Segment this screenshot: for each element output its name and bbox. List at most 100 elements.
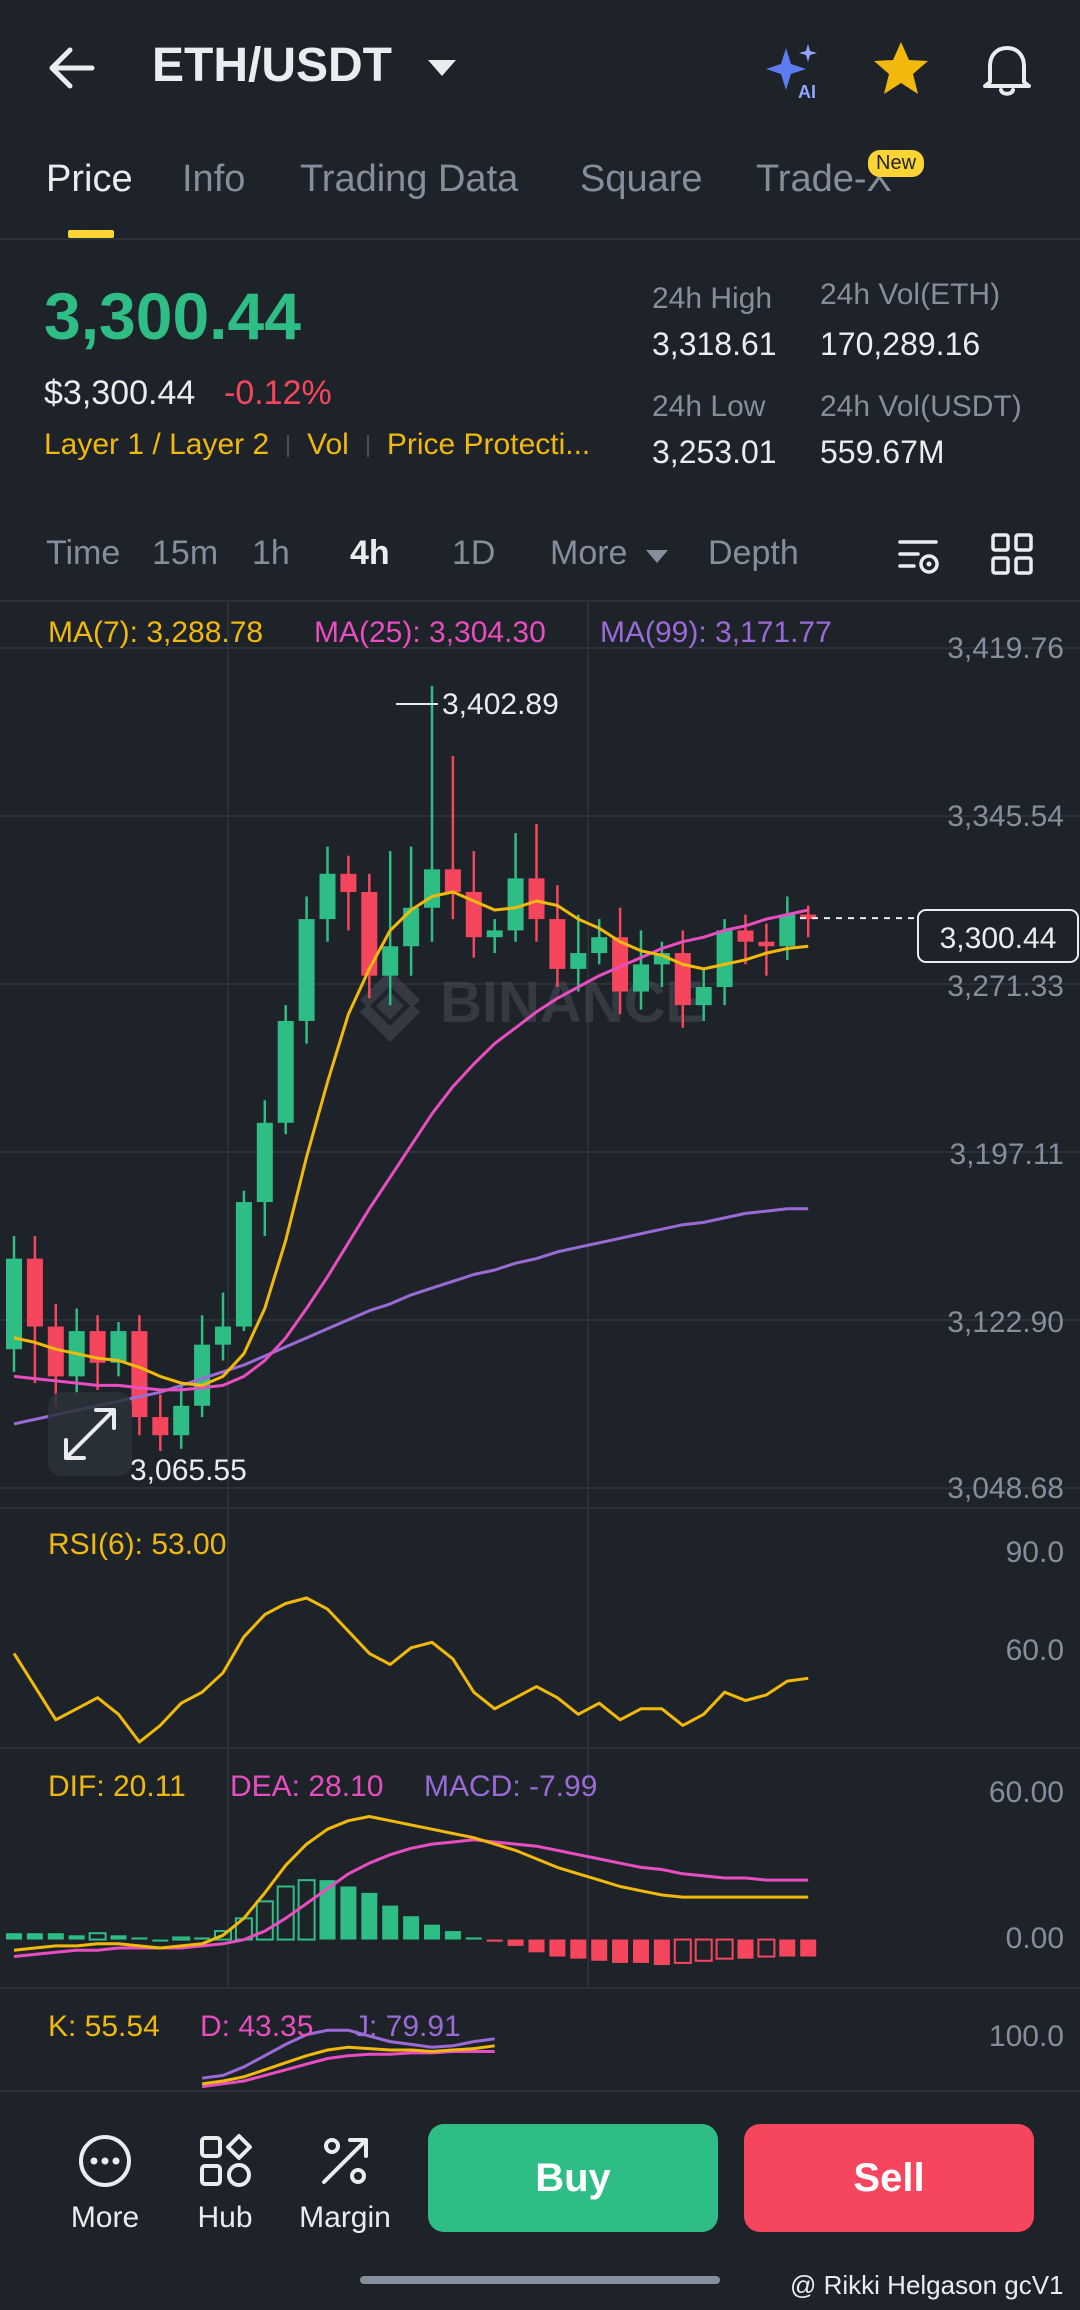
- interval-15m[interactable]: 15m: [152, 534, 219, 572]
- macd-histogram-bar: [444, 1931, 461, 1940]
- interval-1h[interactable]: 1h: [252, 534, 290, 572]
- home-indicator[interactable]: [360, 2276, 720, 2284]
- macd-histogram-bar: [255, 1900, 274, 1941]
- interval-time[interactable]: Time: [46, 534, 121, 572]
- tag-divider: [366, 435, 369, 458]
- stat-low-label: 24h Low: [652, 390, 766, 423]
- candle-body: [173, 1405, 190, 1436]
- candle: [6, 1236, 22, 1372]
- macd-histogram-bar: [319, 1880, 336, 1940]
- interval-more[interactable]: More: [550, 534, 628, 572]
- last-price: 3,300.44: [44, 279, 301, 353]
- kdj-j-legend: J: 79.91: [354, 2010, 461, 2043]
- dea-legend: DEA: 28.10: [230, 1770, 383, 1803]
- margin-button[interactable]: Margin: [290, 2132, 400, 2235]
- candle: [424, 685, 440, 942]
- ai-sparkle-icon[interactable]: AI: [764, 40, 826, 102]
- macd-histogram-bar: [673, 1938, 692, 1964]
- macd-histogram-bar: [465, 1937, 482, 1940]
- rsi-axis-label: 90.0: [1006, 1536, 1064, 1569]
- macd-legend: MACD: -7.99: [424, 1770, 597, 1803]
- hub-button[interactable]: Hub: [170, 2132, 280, 2235]
- macd-histogram-bar: [715, 1938, 734, 1960]
- expand-chart-button[interactable]: [48, 1392, 132, 1476]
- favorite-star-icon[interactable]: [870, 38, 932, 100]
- candle: [528, 824, 545, 942]
- candle-body: [758, 941, 775, 947]
- macd-histogram-bar: [653, 1939, 670, 1966]
- candle: [507, 833, 524, 942]
- macd-axis-label: 60.00: [989, 1776, 1064, 1809]
- ma25-legend: MA(25): 3,304.30: [314, 616, 546, 649]
- macd-histogram-bar: [68, 1935, 85, 1940]
- candles-layer: [6, 685, 817, 1452]
- candle-body: [570, 953, 587, 969]
- candle: [486, 919, 503, 954]
- tab-square[interactable]: Square: [580, 158, 703, 200]
- candle-body: [633, 964, 649, 992]
- macd-histogram-bar: [403, 1916, 420, 1940]
- margin-label: Margin: [299, 2201, 391, 2234]
- candle-body: [298, 919, 315, 1021]
- more-button[interactable]: More: [50, 2132, 160, 2235]
- interval-depth[interactable]: Depth: [708, 534, 799, 572]
- chevron-down-icon[interactable]: [646, 550, 668, 563]
- price-axis-label: 3,122.90: [947, 1306, 1064, 1339]
- grid-layout-icon[interactable]: [990, 532, 1034, 576]
- interval-4h[interactable]: 4h: [350, 534, 390, 572]
- macd-histogram-bar: [152, 1939, 169, 1942]
- tag-layer[interactable]: Layer 1 / Layer 2: [44, 428, 270, 461]
- candle: [340, 855, 357, 931]
- more-label: More: [70, 2201, 140, 2234]
- interval-1d[interactable]: 1D: [452, 534, 496, 572]
- buy-button[interactable]: Buy: [428, 2124, 718, 2232]
- back-arrow-icon[interactable]: [44, 38, 104, 98]
- macd-histogram-bar: [694, 1938, 713, 1962]
- bell-icon[interactable]: [976, 38, 1038, 100]
- candle-body: [235, 1202, 252, 1327]
- price-axis-label: 3,271.33: [947, 970, 1064, 1003]
- binance-watermark: BINANCE: [360, 970, 704, 1042]
- macd-histogram-bar: [297, 1879, 316, 1941]
- tag-vol[interactable]: Vol: [307, 428, 349, 461]
- candle-body: [194, 1344, 211, 1406]
- ma7-line: [13, 890, 809, 1387]
- macd-histogram-bar: [591, 1939, 608, 1961]
- candle: [298, 896, 315, 1044]
- bottom-action-bar: More Hub Margin Buy Sell @ Rikki Helgaso…: [0, 2090, 1080, 2310]
- candle-body: [549, 919, 566, 969]
- chevron-down-icon[interactable]: [428, 60, 456, 76]
- price-axis-label: 3,048.68: [947, 1472, 1064, 1505]
- macd-histogram-bar: [88, 1932, 107, 1941]
- tag-price-protection[interactable]: Price Protecti...: [386, 428, 591, 461]
- candle: [633, 930, 649, 1010]
- tag-row: Layer 1 / Layer 2 Vol Price Protecti...: [44, 428, 590, 462]
- candle: [89, 1315, 106, 1390]
- chart-area[interactable]: BINANCE 3,419.76 3,345.54 3,271.33 3,197…: [0, 602, 1080, 2090]
- candle: [173, 1383, 190, 1449]
- candle: [110, 1322, 127, 1377]
- tab-price[interactable]: Price: [46, 158, 133, 200]
- candle: [235, 1190, 252, 1332]
- pair-selector[interactable]: ETH/USDT: [152, 39, 392, 92]
- candle: [382, 851, 399, 1006]
- candle: [612, 907, 629, 1015]
- macd-histogram-bar: [737, 1939, 754, 1959]
- candle-body: [26, 1258, 43, 1327]
- candle-body: [361, 891, 378, 976]
- candle-body: [403, 907, 420, 947]
- macd-histogram-bar: [779, 1939, 796, 1957]
- footer-watermark: @ Rikki Helgason gcV1: [790, 2270, 1064, 2300]
- indicator-settings-icon[interactable]: [896, 532, 942, 578]
- ma7-legend: MA(7): 3,288.78: [48, 616, 263, 649]
- kdj-d-legend: D: 43.35: [200, 2010, 313, 2043]
- tab-trading-data[interactable]: Trading Data: [300, 158, 519, 200]
- low-marker: 3,065.55: [130, 1454, 247, 1487]
- macd-histogram-bar: [507, 1939, 524, 1946]
- tab-info[interactable]: Info: [182, 158, 246, 200]
- sell-button[interactable]: Sell: [744, 2124, 1034, 2232]
- candle: [152, 1394, 169, 1452]
- macd-axis-label: 0.00: [1006, 1922, 1064, 1955]
- macd-histogram-bar: [800, 1939, 817, 1957]
- macd-histogram-bar: [361, 1892, 378, 1940]
